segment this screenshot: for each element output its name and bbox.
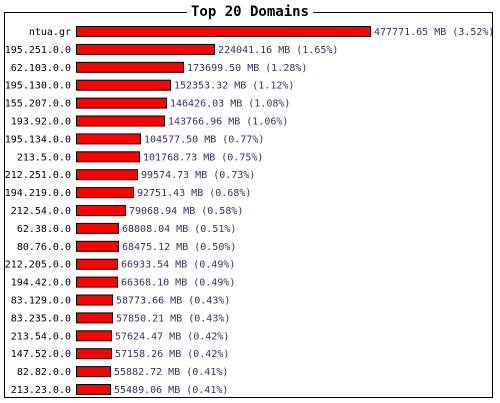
- bar: [76, 384, 111, 395]
- value-label: 104577.50 MB (0.77%): [144, 134, 264, 145]
- bar: [76, 312, 113, 324]
- value-label: 92751.43 MB (0.68%): [137, 188, 251, 199]
- value-label: 143766.96 MB (1.06%): [168, 117, 288, 128]
- bar: [76, 151, 140, 163]
- value-label: 66933.54 MB (0.49%): [121, 260, 235, 271]
- value-label: 152353.32 MB (1.12%): [174, 81, 294, 92]
- chart-title-box: Top 20 Domains: [0, 3, 500, 21]
- category-label: 213.5.0.0: [17, 152, 71, 163]
- category-label: 155.207.0.0: [5, 99, 71, 110]
- category-label: 195.134.0.0: [5, 134, 71, 145]
- bar: [76, 276, 118, 288]
- bar: [76, 205, 126, 216]
- value-label: 66368.10 MB (0.49%): [121, 278, 235, 289]
- value-label: 68475.12 MB (0.50%): [122, 242, 236, 253]
- category-label: 195.130.0.0: [5, 81, 71, 92]
- bar: [76, 97, 167, 109]
- value-label: 146426.03 MB (1.08%): [170, 99, 290, 110]
- category-label: ntua.gr: [29, 27, 71, 38]
- bar: [76, 330, 112, 342]
- category-label: 83.129.0.0: [11, 296, 71, 307]
- value-label: 68808.04 MB (0.51%): [122, 224, 236, 235]
- chart-title: Top 20 Domains: [186, 4, 313, 20]
- bar: [76, 187, 134, 199]
- category-label: 193.92.0.0: [11, 117, 71, 128]
- category-label: 62.38.0.0: [17, 224, 71, 235]
- category-label: 83.235.0.0: [11, 313, 71, 324]
- bar: [76, 294, 113, 306]
- category-label: 194.219.0.0: [5, 188, 71, 199]
- value-label: 55882.72 MB (0.41%): [114, 367, 228, 378]
- bar: [76, 222, 119, 234]
- value-label: 58773.66 MB (0.43%): [116, 296, 230, 307]
- value-label: 79068.94 MB (0.58%): [129, 206, 243, 217]
- bar: [76, 366, 111, 378]
- bar: [76, 115, 165, 127]
- value-label: 57850.21 MB (0.43%): [116, 313, 230, 324]
- bar: [76, 133, 141, 145]
- bar: [76, 169, 138, 181]
- bar: [76, 43, 215, 55]
- category-label: 62.103.0.0: [11, 63, 71, 74]
- category-label: 212.205.0.0: [5, 260, 71, 271]
- value-label: 477771.65 MB (3.52%): [374, 27, 494, 38]
- category-label: 194.42.0.0: [11, 278, 71, 289]
- value-label: 224041.16 MB (1.65%): [218, 45, 338, 56]
- category-label: 213.23.0.0: [11, 385, 71, 396]
- category-label: 80.76.0.0: [17, 242, 71, 253]
- category-label: 212.54.0.0: [11, 206, 71, 217]
- value-label: 101768.73 MB (0.75%): [143, 152, 263, 163]
- bar: [76, 348, 112, 360]
- category-label: 213.54.0.0: [11, 331, 71, 342]
- bar: [76, 79, 171, 91]
- value-label: 57158.26 MB (0.42%): [115, 349, 229, 360]
- bar: [76, 61, 184, 73]
- category-label: 195.251.0.0: [5, 45, 71, 56]
- category-label: 212.251.0.0: [5, 170, 71, 181]
- bar: [76, 26, 371, 37]
- value-label: 99574.73 MB (0.73%): [141, 170, 255, 181]
- bar: [76, 240, 119, 252]
- value-label: 57624.47 MB (0.42%): [115, 331, 229, 342]
- value-label: 173699.50 MB (1.28%): [187, 63, 307, 74]
- category-label: 82.82.0.0: [17, 367, 71, 378]
- bar: [76, 258, 118, 270]
- value-label: 55489.06 MB (0.41%): [114, 385, 228, 396]
- category-label: 147.52.0.0: [11, 349, 71, 360]
